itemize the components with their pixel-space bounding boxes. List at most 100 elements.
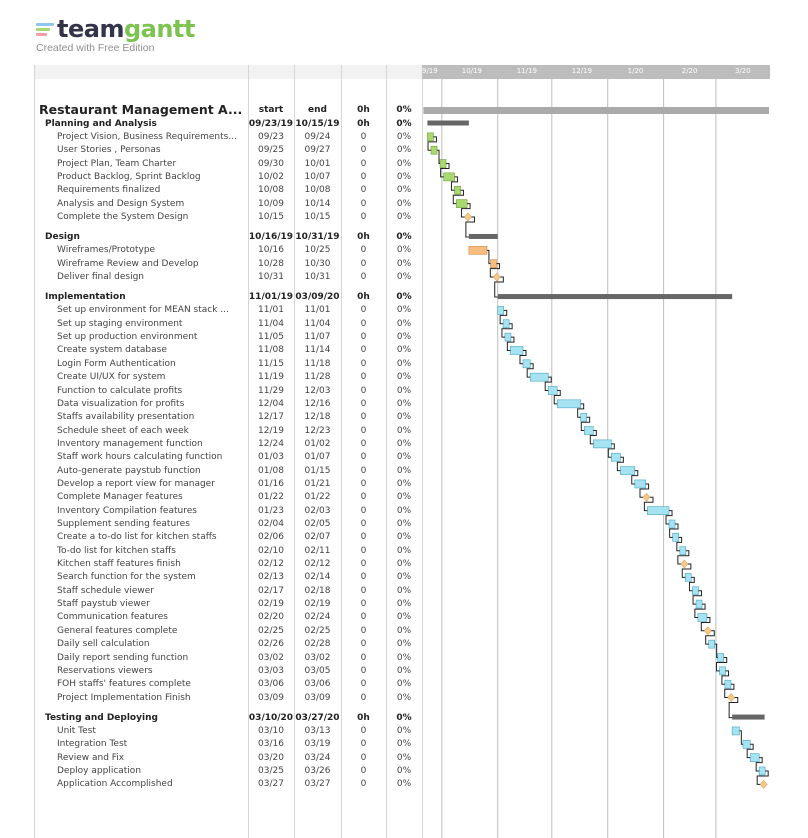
task-name[interactable]: Inventory Compilation features [57, 505, 197, 516]
task-name[interactable]: Wireframe Review and Develop [57, 258, 199, 269]
task-bar [634, 479, 646, 489]
task-percent: 0% [396, 245, 412, 256]
task-name[interactable]: Deliver final design [57, 272, 144, 283]
task-percent: 0% [396, 752, 412, 763]
dependency-connector [486, 249, 491, 265]
task-name[interactable]: Wireframes/Prototype [57, 245, 156, 256]
task-name[interactable]: Login Form Authentication [57, 358, 176, 369]
month-label: 1/20 [627, 67, 644, 75]
task-start: 03/06 [258, 679, 284, 690]
task-name[interactable]: FOH staffs' features complete [57, 679, 191, 690]
project-name[interactable]: Restaurant Management A... [39, 102, 243, 117]
task-bar [749, 753, 760, 762]
group-summary-bar [497, 294, 733, 300]
task-percent: 0% [396, 305, 412, 316]
group-hours: 0h [357, 118, 370, 129]
logo-subtitle: Created with Free Edition [36, 42, 155, 54]
task-bar [490, 259, 497, 268]
task-name[interactable]: Daily report sending function [57, 652, 189, 663]
task-hours: 0 [360, 585, 367, 596]
dependency-connector [489, 263, 501, 278]
group-name[interactable]: Planning and Analysis [45, 118, 157, 129]
task-end: 02/28 [304, 639, 331, 650]
dependency-connector [631, 470, 639, 485]
task-name[interactable]: Deploy application [57, 765, 142, 776]
task-hours: 0 [360, 272, 367, 283]
task-name[interactable]: Function to calculate profits [57, 385, 183, 396]
task-bar [611, 452, 621, 462]
task-name[interactable]: Project Vision, Business Requirements... [57, 131, 237, 142]
group-name[interactable]: Implementation [45, 292, 126, 303]
task-name[interactable]: Staffs availability presentation [57, 412, 195, 423]
task-name[interactable]: To-do list for kitchen staffs [57, 545, 176, 556]
task-end: 10/31 [304, 272, 331, 283]
task-end: 12/23 [304, 425, 331, 436]
column-separator [248, 65, 249, 838]
task-name[interactable]: Daily sell calculation [57, 639, 150, 650]
task-start: 03/09 [258, 692, 284, 703]
task-name[interactable]: Schedule sheet of each week [57, 425, 189, 436]
task-name[interactable]: Review and Fix [57, 752, 125, 763]
percent-header: 0% [396, 105, 412, 115]
task-name[interactable]: User Stories , Personas [57, 145, 161, 156]
task-percent: 0% [396, 131, 412, 142]
task-name[interactable]: Communication features [57, 612, 168, 623]
task-bar [668, 519, 676, 529]
task-name[interactable]: Auto-generate paystub function [57, 465, 201, 476]
task-name[interactable]: Data visualization for profits [57, 398, 185, 409]
task-percent: 0% [396, 692, 412, 703]
task-start: 02/04 [258, 519, 284, 529]
task-name[interactable]: Create UI/UX for system [57, 372, 166, 383]
task-name[interactable]: Staff paystub viewer [57, 599, 150, 610]
task-name[interactable]: Analysis and Design System [57, 198, 185, 209]
group-name[interactable]: Testing and Deploying [45, 712, 158, 723]
task-percent: 0% [396, 211, 412, 222]
task-name[interactable]: Product Backlog, Sprint Backlog [57, 171, 201, 182]
task-name[interactable]: Complete Manager features [57, 492, 183, 503]
dependency-connector [465, 216, 475, 238]
task-end: 03/13 [304, 725, 331, 736]
task-bar [522, 359, 531, 369]
task-bar [547, 386, 558, 395]
task-name[interactable]: Inventory management function [57, 438, 203, 449]
task-name[interactable]: Reservations viewers [57, 665, 153, 676]
task-percent: 0% [396, 425, 412, 436]
group-end: 10/15/19 [295, 118, 340, 129]
task-name[interactable]: Unit Test [57, 725, 96, 736]
task-name[interactable]: Set up production environment [57, 332, 198, 343]
task-name[interactable]: Set up environment for MEAN stack ... [57, 305, 229, 316]
group-name[interactable]: Design [45, 231, 80, 242]
task-bar [724, 679, 732, 689]
task-name[interactable]: Develop a report view for manager [57, 478, 215, 489]
task-hours: 0 [360, 652, 367, 663]
task-name[interactable]: Kitchen staff features finish [57, 559, 181, 570]
task-name[interactable]: Supplement sending features [57, 519, 190, 529]
task-name[interactable]: Project Implementation Finish [57, 692, 191, 703]
task-name[interactable]: Search function for the system [57, 572, 196, 583]
task-name[interactable]: Requirements finalized [57, 185, 161, 196]
task-name[interactable]: Create system database [57, 345, 167, 356]
task-name[interactable]: Complete the System Design [57, 211, 189, 222]
task-hours: 0 [360, 639, 367, 650]
task-name[interactable]: Integration Test [57, 739, 128, 750]
dependency-connector [716, 657, 728, 672]
task-name[interactable]: Staff work hours calculating function [57, 452, 223, 463]
task-name[interactable]: Set up staging environment [57, 318, 183, 329]
task-start: 02/20 [258, 612, 284, 623]
dependency-connector [692, 590, 702, 605]
task-name[interactable]: Project Plan, Team Charter [57, 158, 177, 169]
task-name[interactable]: Create a to-do list for kitchen staffs [57, 532, 217, 543]
task-start: 11/01 [258, 305, 284, 316]
task-hours: 0 [360, 245, 367, 256]
task-name[interactable]: Staff schedule viewer [57, 585, 154, 596]
task-hours: 0 [360, 545, 367, 556]
month-label: 9/19 [422, 67, 438, 75]
task-percent: 0% [396, 559, 412, 570]
task-name[interactable]: General features complete [57, 625, 178, 636]
task-bar [592, 439, 612, 449]
task-percent: 0% [396, 725, 412, 736]
task-end: 11/18 [304, 358, 331, 369]
task-end: 12/03 [304, 385, 331, 396]
task-name[interactable]: Application Accomplished [57, 779, 173, 790]
task-end: 11/01 [304, 305, 331, 316]
